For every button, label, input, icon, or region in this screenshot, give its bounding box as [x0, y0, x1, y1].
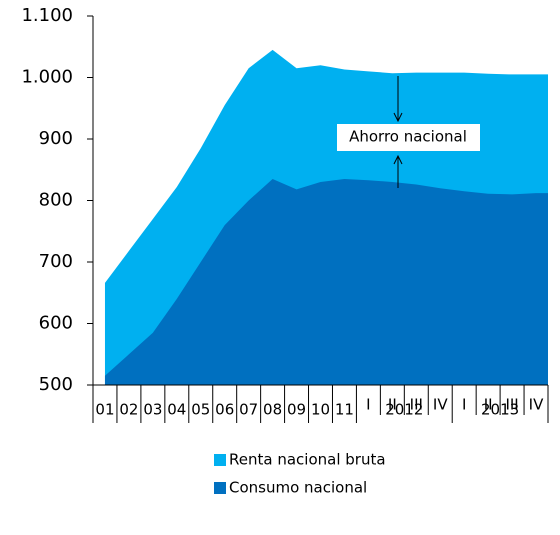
y-tick-label: 1.000 — [21, 67, 73, 88]
legend-label: Consumo nacional — [229, 479, 367, 497]
x-tick-label: 01 — [95, 401, 114, 419]
y-tick-label: 600 — [39, 313, 73, 334]
x-tick-label: I — [462, 396, 466, 414]
x-tick-label: 03 — [143, 401, 162, 419]
legend-label: Renta nacional bruta — [229, 451, 386, 469]
x-tick-label: II — [484, 396, 493, 414]
x-tick-label: II — [388, 396, 397, 414]
plot-area — [104, 49, 548, 385]
x-tick-label: 07 — [239, 401, 258, 419]
legend-swatch — [214, 482, 226, 494]
x-tick-label: I — [366, 396, 370, 414]
x-group-label: 2013 — [481, 401, 519, 419]
x-tick-label: III — [410, 396, 423, 414]
x-tick-label: IV — [433, 396, 448, 414]
x-tick-label: 06 — [215, 401, 234, 419]
annotation-group: Ahorro nacional — [337, 76, 480, 188]
x-tick-label: 09 — [287, 401, 306, 419]
x-tick-label: 08 — [263, 401, 282, 419]
x-tick-label: 10 — [311, 401, 330, 419]
y-tick-label: 900 — [39, 128, 73, 149]
y-tick-label: 700 — [39, 251, 73, 272]
x-tick-label: 04 — [167, 401, 186, 419]
x-tick-label: 11 — [335, 401, 354, 419]
x-tick-label: 05 — [191, 401, 210, 419]
annotation-box — [337, 124, 480, 151]
y-tick-label: 1.100 — [21, 5, 73, 26]
legend-swatch — [214, 454, 226, 466]
y-tick-label: 800 — [39, 190, 73, 211]
y-tick-label: 500 — [39, 374, 73, 395]
arrow-head — [393, 154, 403, 165]
x-tick-label: III — [505, 396, 518, 414]
annotation: Ahorro nacional — [349, 128, 467, 146]
x-tick-label: IV — [529, 396, 544, 414]
x-tick-label: 02 — [119, 401, 138, 419]
area — [104, 178, 548, 385]
x-group-label: 2012 — [385, 401, 423, 419]
arrow-head — [393, 112, 403, 123]
